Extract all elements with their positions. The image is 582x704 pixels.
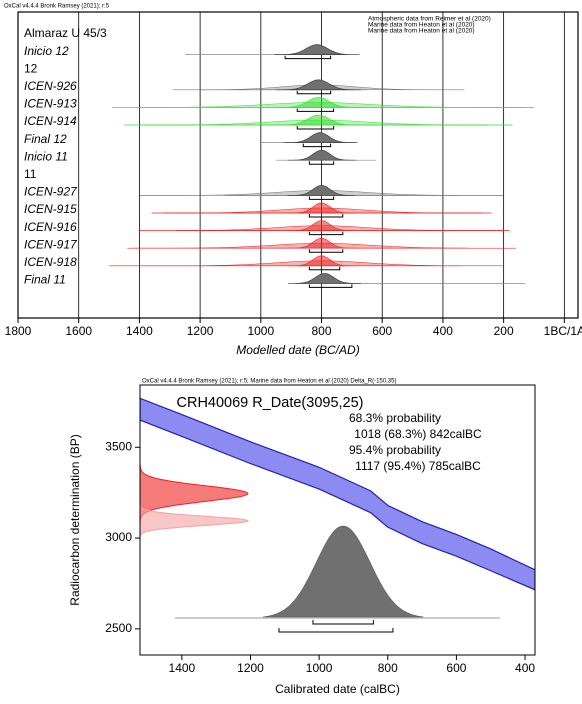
- header: OxCal v4.4.4 Bronk Ramsey (2021); r:5; M…: [142, 379, 396, 385]
- x-tick-label: 600: [446, 661, 466, 675]
- row-label: 11: [24, 167, 37, 181]
- posterior-distribution: [262, 525, 424, 618]
- range-bracket: [302, 143, 332, 148]
- range-bracket: [308, 196, 335, 200]
- posterior-distribution: [287, 237, 356, 249]
- x-axis-label: Modelled date (BC/AD): [236, 343, 359, 357]
- row-label: ICEN-913: [24, 97, 77, 111]
- probability-heading: 68.3% probability: [349, 411, 441, 425]
- y-tick-label: 3500: [105, 439, 132, 453]
- posterior-distribution: [287, 255, 356, 267]
- x-axis-label: Calibrated date (calBC): [275, 682, 400, 696]
- range-bracket: [308, 284, 353, 288]
- range-bracket: [296, 90, 332, 95]
- header: OxCal v4.4.4 Bronk Ramsey (2021); r:5: [4, 4, 110, 10]
- frame: [139, 384, 536, 656]
- x-tick-label: 400: [433, 324, 453, 338]
- range-bracket: [308, 266, 341, 271]
- row-label: ICEN-927: [24, 185, 78, 199]
- row-label: ICEN-917: [24, 237, 78, 251]
- range-bracket: [296, 126, 335, 130]
- x-tick-label: 1200: [237, 661, 264, 675]
- x-tick-label: 1400: [126, 324, 153, 338]
- x-tick-label: 400: [515, 661, 535, 675]
- row-label: Inicio 11: [24, 149, 68, 163]
- range-bracket: [308, 249, 344, 253]
- range-bracket: [284, 55, 332, 60]
- row-label: ICEN-914: [24, 114, 77, 128]
- range-bracket: [296, 108, 335, 112]
- posterior-distribution: [276, 97, 361, 108]
- x-tick-label: 1600: [65, 324, 92, 338]
- posterior-distribution: [276, 114, 361, 126]
- x-tick-label: 800: [378, 661, 398, 675]
- x-tick-label: 600: [372, 324, 392, 338]
- range-bracket: [278, 628, 394, 633]
- row-label: Final 12: [24, 132, 67, 146]
- legend-entry: Atmospheric data from Reimer et al (2020…: [368, 16, 491, 23]
- range-bracket: [308, 161, 335, 165]
- range-bracket: [312, 620, 374, 625]
- x-tick-label: 200: [494, 324, 514, 338]
- row-label: Almaraz U 45/3: [24, 26, 107, 40]
- y-tick-label: 2500: [105, 621, 132, 635]
- range-bracket: [308, 231, 344, 236]
- legend-entry: Marine data from Heaton et al (2020): [368, 22, 475, 29]
- range-bracket: [308, 214, 344, 218]
- probability-range: 1018 (68.3%) 842calBC: [354, 427, 482, 441]
- row-label: ICEN-918: [24, 255, 77, 269]
- x-tick-label: 1000: [247, 324, 274, 338]
- posterior-distribution: [283, 132, 357, 143]
- x-tick-label: 1800: [5, 324, 32, 338]
- calibration-band: [140, 397, 535, 591]
- row-label: 12: [24, 61, 38, 75]
- row-label: ICEN-916: [24, 220, 77, 234]
- y-axis-label: Radiocarbon determination (BP): [68, 434, 82, 605]
- posterior-distribution: [287, 202, 356, 214]
- posterior-distribution: [288, 273, 361, 284]
- row-label: Final 11: [24, 273, 66, 287]
- probability-range: 1117 (95.4%) 785calBC: [355, 459, 481, 473]
- frame: [17, 11, 579, 319]
- probability-heading: 95.4% probability: [349, 443, 441, 457]
- x-tick-label: 1000: [306, 661, 333, 675]
- posterior-distribution: [287, 220, 356, 231]
- posterior-distribution: [274, 44, 360, 55]
- x-tick-label: 1400: [169, 661, 196, 675]
- legend-entry: Marine data from Heaton et al (2020): [368, 28, 475, 35]
- row-label: Inicio 12: [24, 44, 69, 58]
- posterior-distribution: [276, 79, 361, 91]
- x-tick-label: 1BC/1A: [544, 324, 582, 338]
- row-label: ICEN-915: [24, 202, 77, 216]
- x-tick-label: 1200: [187, 324, 214, 338]
- y-tick-label: 3000: [105, 530, 132, 544]
- chart-title: CRH40069 R_Date(3095,25): [177, 395, 364, 411]
- radiocarbon-distribution: [139, 502, 249, 540]
- posterior-distribution: [287, 185, 356, 196]
- x-tick-label: 800: [312, 324, 332, 338]
- posterior-distribution: [287, 149, 356, 161]
- row-label: ICEN-926: [24, 79, 77, 93]
